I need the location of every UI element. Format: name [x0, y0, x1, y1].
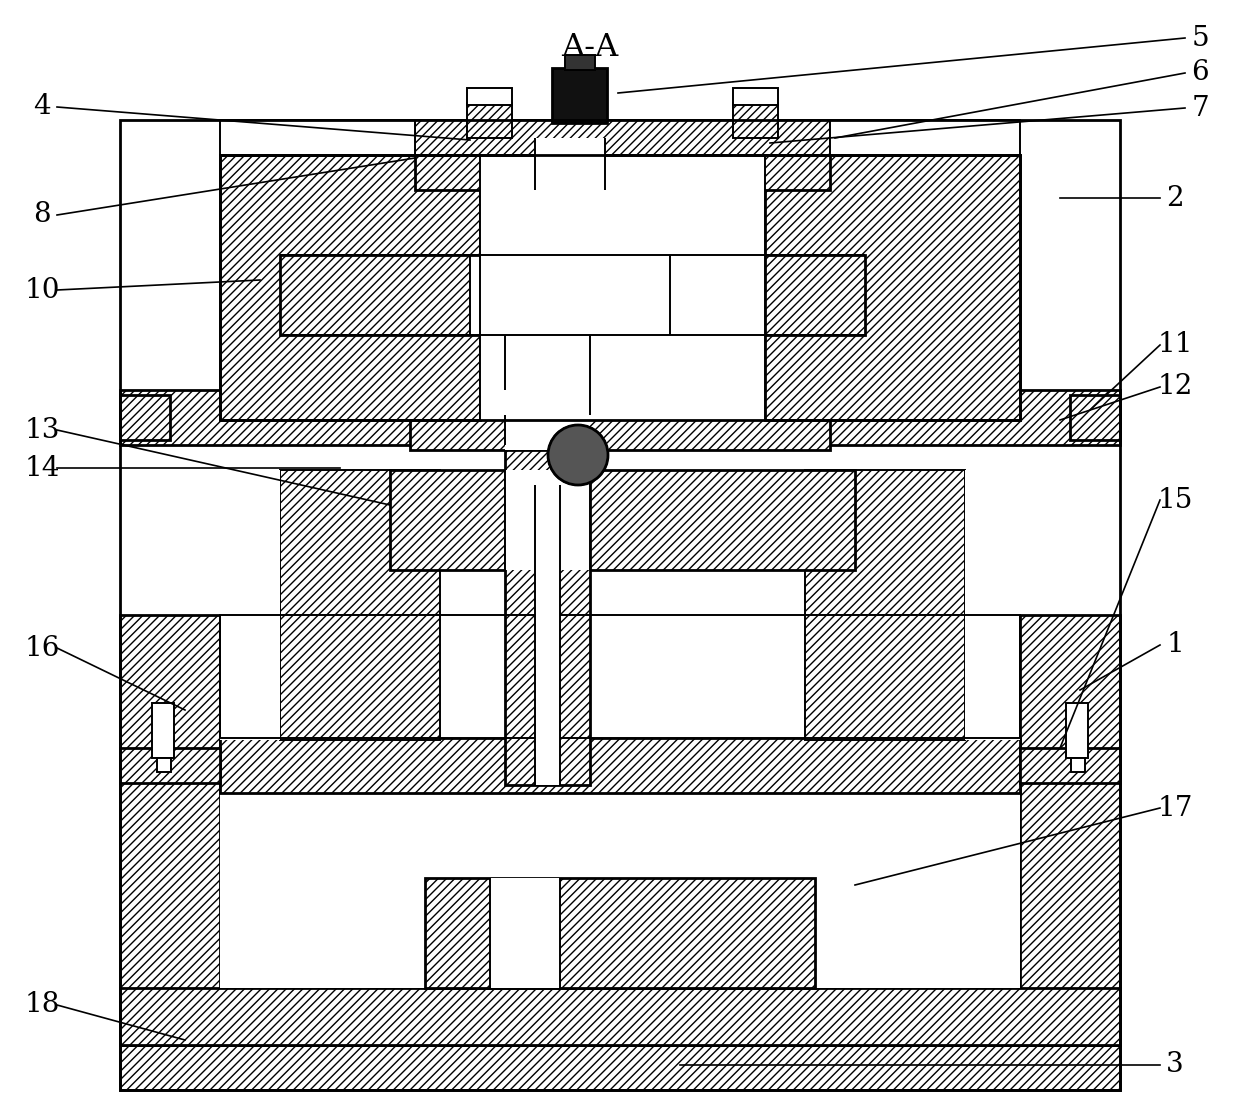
Bar — [534, 195, 605, 380]
Text: 1: 1 — [1166, 631, 1184, 659]
Bar — [470, 255, 670, 335]
Bar — [552, 68, 608, 123]
Bar — [765, 155, 1021, 421]
Bar — [534, 485, 560, 785]
Bar — [505, 335, 590, 450]
Text: 12: 12 — [1157, 373, 1193, 401]
Bar — [219, 615, 1021, 988]
Bar — [490, 878, 560, 988]
Bar — [1021, 615, 1120, 1045]
Bar — [675, 255, 866, 335]
Bar — [120, 988, 1120, 1045]
Bar — [965, 470, 1021, 740]
Text: 11: 11 — [1157, 332, 1193, 359]
Bar — [120, 390, 1120, 445]
Bar — [219, 738, 1021, 793]
Bar — [467, 103, 512, 138]
Bar — [415, 120, 830, 155]
Bar — [120, 120, 1120, 1090]
Bar — [1021, 748, 1120, 783]
Bar — [219, 155, 480, 421]
Bar — [505, 470, 590, 570]
Text: 16: 16 — [25, 635, 60, 661]
Bar — [830, 120, 1021, 155]
Text: 3: 3 — [1166, 1052, 1184, 1078]
Bar — [120, 748, 219, 783]
Text: 5: 5 — [1192, 24, 1209, 52]
Bar — [157, 758, 171, 772]
Text: 13: 13 — [25, 416, 60, 444]
Bar — [120, 1045, 1120, 1090]
Bar — [1066, 703, 1087, 758]
Bar — [415, 138, 830, 190]
Text: 6: 6 — [1192, 59, 1209, 87]
Bar — [805, 470, 965, 740]
Bar — [480, 155, 765, 421]
Bar — [534, 138, 605, 190]
Bar — [120, 615, 219, 1045]
Bar — [410, 335, 830, 450]
Bar — [565, 55, 595, 70]
Bar — [219, 120, 415, 155]
Bar — [280, 470, 440, 740]
Text: 8: 8 — [33, 202, 51, 228]
Bar — [733, 103, 777, 138]
Bar — [391, 470, 856, 570]
Text: 15: 15 — [1157, 486, 1193, 514]
Text: 18: 18 — [25, 991, 60, 1019]
Bar — [425, 878, 815, 988]
Text: 10: 10 — [25, 277, 60, 303]
Circle shape — [548, 425, 608, 485]
Bar — [467, 88, 512, 105]
Text: 2: 2 — [1166, 184, 1184, 212]
Text: A-A: A-A — [562, 33, 619, 64]
Bar — [219, 615, 1021, 738]
Text: 7: 7 — [1192, 94, 1209, 122]
Bar — [1070, 395, 1120, 440]
Bar — [505, 415, 590, 785]
Bar — [219, 615, 1021, 738]
Text: 4: 4 — [33, 93, 51, 121]
Bar — [219, 155, 1021, 421]
Bar — [280, 255, 866, 335]
Bar — [733, 88, 777, 105]
Bar — [280, 255, 470, 335]
Bar — [1071, 758, 1085, 772]
Bar — [153, 703, 174, 758]
Bar — [120, 395, 170, 440]
Text: 14: 14 — [25, 455, 60, 482]
Bar — [219, 470, 280, 740]
Text: 17: 17 — [1157, 795, 1193, 821]
